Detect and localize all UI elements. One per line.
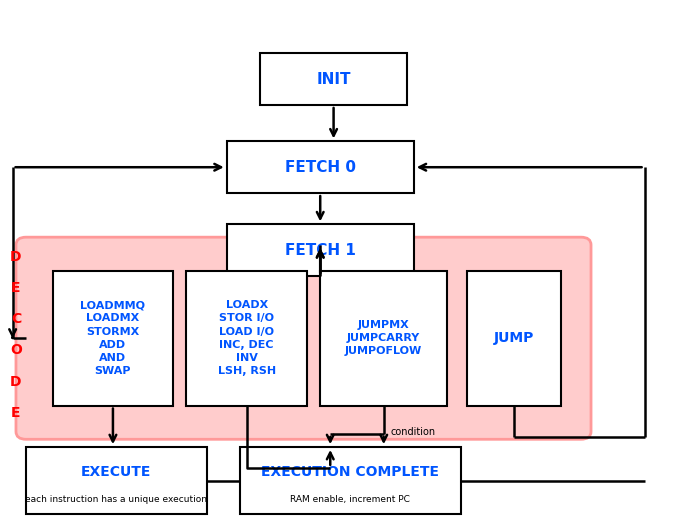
Text: RAM enable, increment PC: RAM enable, increment PC (291, 495, 410, 504)
FancyBboxPatch shape (240, 447, 460, 514)
Text: EXECUTION COMPLETE: EXECUTION COMPLETE (262, 465, 439, 479)
FancyBboxPatch shape (187, 271, 307, 406)
Text: EXECUTE: EXECUTE (81, 465, 151, 479)
Text: LOADMMQ
LOADMX
STORMX
ADD
AND
SWAP: LOADMMQ LOADMX STORMX ADD AND SWAP (80, 300, 145, 376)
FancyBboxPatch shape (26, 447, 207, 514)
Text: E: E (11, 281, 21, 295)
FancyBboxPatch shape (16, 237, 591, 439)
FancyBboxPatch shape (467, 271, 561, 406)
Text: FETCH 0: FETCH 0 (285, 160, 356, 175)
Text: D: D (10, 375, 22, 389)
FancyBboxPatch shape (320, 271, 448, 406)
Text: condition: condition (391, 427, 435, 437)
Text: LOADX
STOR I/O
LOAD I/O
INC, DEC
INV
LSH, RSH: LOADX STOR I/O LOAD I/O INC, DEC INV LSH… (218, 300, 276, 376)
Text: C: C (11, 312, 21, 326)
Text: JUMPMX
JUMPCARRY
JUMPOFLOW: JUMPMX JUMPCARRY JUMPOFLOW (345, 320, 422, 356)
Text: O: O (10, 343, 22, 357)
FancyBboxPatch shape (260, 53, 407, 105)
Text: FETCH 1: FETCH 1 (285, 243, 356, 258)
FancyBboxPatch shape (226, 224, 414, 276)
Text: E: E (11, 406, 21, 419)
FancyBboxPatch shape (226, 141, 414, 193)
Text: JUMP: JUMP (494, 331, 534, 345)
FancyBboxPatch shape (53, 271, 173, 406)
Text: D: D (10, 250, 22, 264)
Text: INIT: INIT (316, 71, 351, 86)
Text: each instruction has a unique execution: each instruction has a unique execution (25, 495, 208, 504)
